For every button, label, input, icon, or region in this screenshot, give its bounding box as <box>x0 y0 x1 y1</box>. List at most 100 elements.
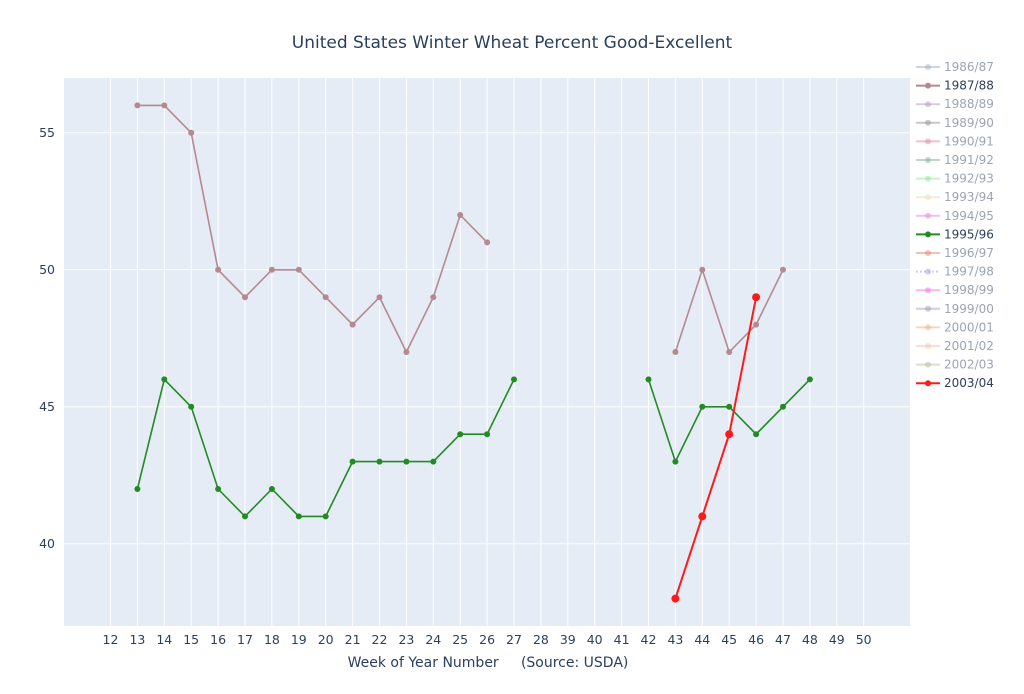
x-tick-label: 12 <box>103 632 119 647</box>
legend-item[interactable]: 1991/92 <box>916 153 994 167</box>
data-point[interactable] <box>780 266 786 273</box>
data-point[interactable] <box>188 129 195 136</box>
data-point[interactable] <box>726 403 733 410</box>
x-tick-label: 40 <box>587 632 603 647</box>
legend-item[interactable]: 1989/90 <box>916 116 994 130</box>
series-2003-04 <box>671 293 761 603</box>
data-point[interactable] <box>403 458 410 465</box>
legend-label: 1986/87 <box>944 60 994 74</box>
series-layer <box>134 102 813 603</box>
legend-item[interactable]: 1993/94 <box>916 190 994 204</box>
legend-swatch-marker <box>925 305 931 312</box>
legend-label: 1989/90 <box>944 116 994 130</box>
data-point[interactable] <box>726 349 733 355</box>
data-point[interactable] <box>672 458 679 465</box>
legend-item[interactable]: 1995/96 <box>916 227 994 241</box>
data-point[interactable] <box>753 321 760 328</box>
y-tick-label: 50 <box>39 262 55 277</box>
legend-item[interactable]: 2001/02 <box>916 339 994 353</box>
data-point[interactable] <box>268 486 275 492</box>
data-point[interactable] <box>268 266 275 273</box>
series-line <box>674 297 758 599</box>
x-tick-label: 45 <box>721 632 737 647</box>
data-point[interactable] <box>215 266 222 273</box>
legend-item[interactable]: 1994/95 <box>916 209 994 223</box>
legend-item[interactable]: 1998/99 <box>916 283 994 297</box>
data-point[interactable] <box>699 403 706 410</box>
x-tick-label: 41 <box>614 632 630 647</box>
data-point[interactable] <box>457 431 464 438</box>
data-point[interactable] <box>242 294 248 301</box>
x-tick-label: 13 <box>129 632 145 647</box>
y-tick-label: 40 <box>39 536 55 551</box>
legend-item[interactable]: 2002/03 <box>916 358 994 372</box>
legend-item[interactable]: 1999/00 <box>916 302 994 316</box>
legend-label: 1995/96 <box>944 227 994 241</box>
data-point[interactable] <box>188 403 195 410</box>
data-point[interactable] <box>161 376 168 383</box>
data-point[interactable] <box>349 321 356 328</box>
data-point[interactable] <box>484 239 491 246</box>
legend-label: 1999/00 <box>944 302 994 316</box>
legend-label: 1991/92 <box>944 153 994 167</box>
data-point[interactable] <box>134 486 141 492</box>
data-point[interactable] <box>215 486 222 492</box>
x-tick-label: 20 <box>318 632 334 647</box>
x-tick-label: 28 <box>533 632 549 647</box>
y-tick-label: 45 <box>39 399 55 414</box>
legend-item[interactable]: 1987/88 <box>916 79 994 93</box>
data-point[interactable] <box>484 431 491 438</box>
data-point[interactable] <box>645 376 652 383</box>
data-point[interactable] <box>511 376 517 383</box>
data-point[interactable] <box>806 376 813 383</box>
legend-swatch-marker <box>925 119 931 126</box>
data-point[interactable] <box>672 349 679 355</box>
legend-item[interactable]: 1997/98 <box>916 265 994 279</box>
data-point[interactable] <box>295 266 302 273</box>
data-point[interactable] <box>430 458 437 465</box>
data-point[interactable] <box>699 266 706 273</box>
data-point[interactable] <box>698 512 707 521</box>
legend-label: 1997/98 <box>944 265 994 279</box>
data-point[interactable] <box>322 513 329 520</box>
x-tick-label: 23 <box>398 632 414 647</box>
legend-item[interactable]: 1996/97 <box>916 246 994 260</box>
legend-swatch-marker <box>925 250 931 256</box>
legend-label: 1996/97 <box>944 246 994 260</box>
data-point[interactable] <box>671 594 680 603</box>
data-point[interactable] <box>457 212 464 218</box>
x-tick-label: 19 <box>291 632 307 647</box>
data-point[interactable] <box>295 513 302 520</box>
data-point[interactable] <box>134 102 141 109</box>
data-point[interactable] <box>430 294 437 301</box>
legend-item[interactable]: 1988/89 <box>916 97 994 111</box>
legend-item[interactable]: 1990/91 <box>916 134 994 148</box>
data-point[interactable] <box>752 293 761 302</box>
legend-swatch-marker <box>925 138 931 145</box>
data-point[interactable] <box>161 102 168 109</box>
data-point[interactable] <box>376 294 383 301</box>
legend-label: 2003/04 <box>944 376 994 390</box>
legend-item[interactable]: 2000/01 <box>916 320 994 334</box>
data-point[interactable] <box>403 349 410 355</box>
data-point[interactable] <box>376 458 383 465</box>
data-point[interactable] <box>753 431 760 438</box>
data-point[interactable] <box>322 294 329 301</box>
legend-swatch-marker <box>925 175 931 182</box>
data-point[interactable] <box>780 403 786 410</box>
legend-item[interactable]: 2003/04 <box>916 376 994 390</box>
legend-swatch-marker <box>925 82 931 89</box>
legend-label: 1990/91 <box>944 134 994 148</box>
data-point[interactable] <box>242 513 248 520</box>
y-tick-label: 55 <box>39 125 55 140</box>
x-axis-ticks: 12 13 14 15 16 17 18 19 20 21 22 23 24 25 26 27 28 39 40 41… <box>103 632 872 647</box>
legend-item[interactable]: 1992/93 <box>916 172 994 186</box>
data-point[interactable] <box>349 458 356 465</box>
data-point[interactable] <box>725 430 734 439</box>
legend-item[interactable]: 1986/87 <box>916 60 994 74</box>
x-tick-label: 39 <box>560 632 576 647</box>
legend-label: 1992/93 <box>944 172 994 186</box>
legend: 1986/87 1987/88 1988/89 1989/90 1990/91 1991/… <box>916 60 994 390</box>
